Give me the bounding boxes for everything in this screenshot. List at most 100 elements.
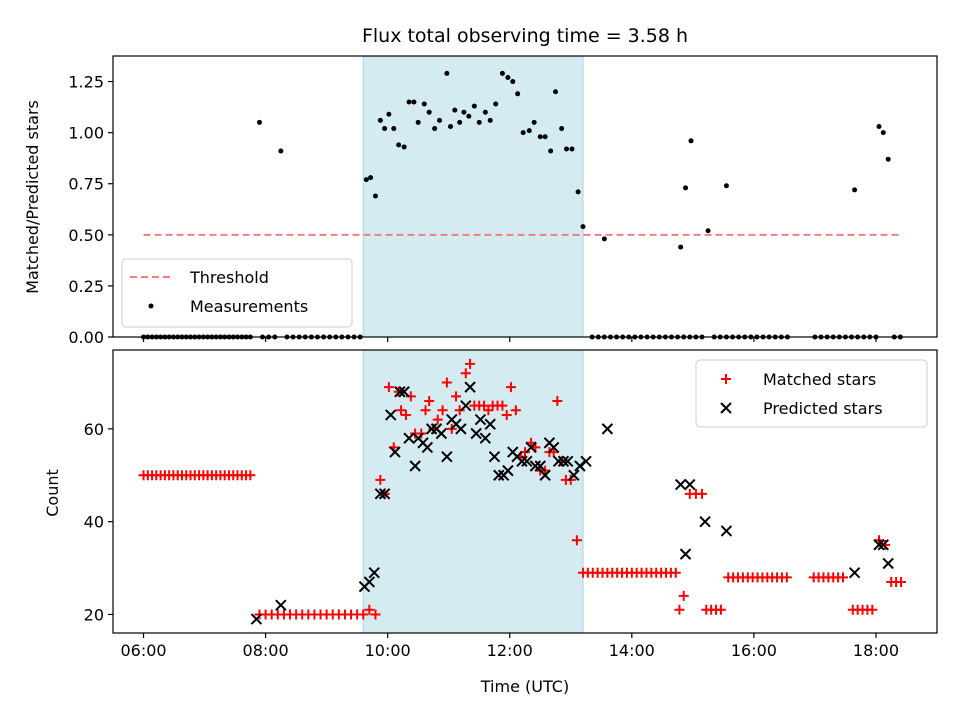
x-tick-label: 12:00 [487, 641, 533, 660]
predicted-stars-point [562, 455, 574, 468]
observing-window-band [362, 55, 584, 338]
matched-stars-point [441, 377, 452, 388]
measurement-point [476, 119, 482, 125]
measurement-point [531, 119, 537, 125]
predicted-stars-point [464, 381, 476, 393]
matched-stars-point [715, 604, 726, 615]
measurement-point [505, 74, 511, 80]
measurement-point [559, 126, 565, 132]
y-tick-label: 0.50 [68, 226, 104, 245]
matched-stars-point [451, 391, 462, 402]
measurement-point [510, 79, 516, 85]
predicted-stars-point [409, 460, 421, 472]
measurement-point [520, 130, 526, 136]
predicted-stars-point [539, 469, 551, 481]
predicted-stars-point [250, 613, 263, 625]
matched-stars-point [697, 488, 708, 499]
measurement-point [406, 99, 412, 105]
predicted-stars-point [470, 427, 482, 440]
measurement-point [569, 146, 575, 152]
matched-stars-point [364, 604, 375, 615]
predicted-stars-point [394, 386, 406, 398]
legend-matched-label: Matched stars [763, 370, 876, 389]
measurement-point [499, 70, 505, 76]
predicted-stars-point [398, 386, 410, 398]
legend-predicted-label: Predicted stars [763, 399, 883, 418]
matched-stars-point [895, 576, 906, 587]
bottom-panel: 20 40 60 06:00 08:00 10:00 12:00 14:00 16:00 18:0… [84, 349, 938, 660]
axes-frame [112, 349, 938, 634]
matched-stars-point [501, 409, 512, 420]
predicted-stars-point [403, 432, 415, 444]
predicted-stars-point [684, 478, 696, 491]
predicted-stars-point [502, 464, 514, 477]
measurement-point [601, 236, 607, 242]
predicted-stars-point [873, 539, 885, 551]
predicted-stars-point [877, 539, 889, 551]
y-tick-label: 0.25 [68, 277, 104, 296]
measurement-point [705, 228, 711, 234]
measurement-point [487, 117, 493, 123]
y-tick-label: 1.25 [68, 73, 104, 92]
measurement-point [391, 126, 397, 132]
matched-stars-point [416, 428, 427, 439]
predicted-stars-point [374, 488, 387, 500]
predicted-stars-point [580, 455, 592, 468]
bottom-y-axis-label: Count [43, 469, 62, 517]
matched-stars-point [510, 405, 521, 416]
predicted-stars-point [488, 450, 501, 463]
measurement-point [688, 138, 694, 144]
chart-title: Flux total observing time = 3.58 h [362, 25, 688, 47]
measurement-point [396, 142, 402, 148]
matched-stars-point [420, 405, 431, 416]
matched-stars-point [497, 400, 508, 411]
measurement-point [415, 119, 421, 125]
measurement-point [386, 111, 392, 117]
matched-stars-point [678, 590, 689, 601]
predicted-stars-point [441, 450, 453, 463]
predicted-stars-point [525, 441, 537, 454]
predicted-stars-point [363, 576, 376, 588]
y-tick-label: 20 [84, 605, 104, 624]
legend-predicted-swatch [720, 402, 732, 414]
matched-stars-point [670, 567, 681, 578]
predicted-stars-point [389, 446, 401, 458]
predicted-stars-point [479, 432, 492, 444]
measurement-point [382, 126, 388, 132]
measurement-point [372, 193, 378, 199]
measurement-point [461, 109, 467, 115]
matched-stars-point [437, 405, 448, 416]
x-axis-label: Time (UTC) [480, 677, 569, 696]
y-tick-label: 60 [84, 420, 104, 439]
measurement-point [493, 101, 499, 107]
measurement-point [457, 119, 463, 125]
x-tick-label: 16:00 [731, 641, 777, 660]
predicted-stars-point [534, 460, 546, 472]
measurement-point [421, 101, 427, 107]
measurement-point [880, 130, 886, 136]
measurement-point [432, 126, 438, 132]
measurement-point [452, 107, 458, 113]
matched-stars-point [565, 474, 576, 485]
matched-stars-point [375, 474, 386, 485]
predicted-stars-point [421, 441, 434, 454]
measurement-point [723, 183, 729, 189]
predicted-stars-point [484, 418, 496, 430]
predicted-stars-point [679, 548, 692, 560]
measurement-point [852, 187, 858, 193]
predicted-stars-point [435, 427, 448, 440]
predicted-stars-point [474, 413, 487, 426]
matched-stars-point [867, 604, 878, 615]
predicted-stars-point [674, 478, 687, 491]
top-legend: Threshold Measurements [121, 258, 353, 328]
predicted-stars-point [385, 409, 397, 421]
predicted-stars-point [882, 557, 894, 570]
x-tick-label: 10:00 [365, 641, 411, 660]
matched-stars-point [571, 535, 582, 546]
measurement-point [466, 113, 472, 119]
matched-stars-point [424, 396, 435, 407]
predicted-stars-point [529, 460, 542, 472]
predicted-stars-point [460, 399, 472, 412]
y-tick-label: 40 [84, 513, 104, 532]
top-panel: 0.00 0.25 0.50 0.75 1.00 1.25 Threshold Measure… [68, 55, 938, 347]
